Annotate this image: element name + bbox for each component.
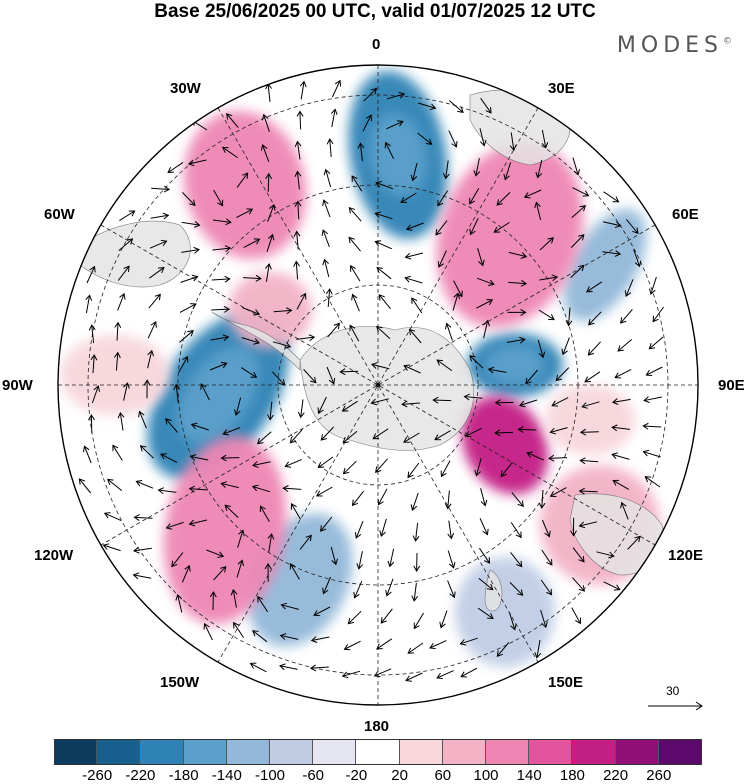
longitude-label-120e: 120E bbox=[668, 547, 703, 564]
colorbar-tick-label: 140 bbox=[517, 767, 542, 784]
south-pole-marker bbox=[376, 383, 380, 387]
colorbar-tick-label: -260 bbox=[82, 767, 112, 784]
reference-vector-arrow bbox=[646, 684, 704, 714]
colorbar-bin-7 bbox=[356, 739, 399, 765]
colorbar-tick-label: 220 bbox=[603, 767, 628, 784]
colorbar-bin-0 bbox=[54, 739, 97, 765]
colorbar-bin-11 bbox=[529, 739, 572, 765]
colorbar-tick-label: -140 bbox=[212, 767, 242, 784]
colorbar-bin-1 bbox=[97, 739, 140, 765]
longitude-label-150w: 150W bbox=[160, 674, 199, 691]
longitude-label-30e: 30E bbox=[548, 80, 575, 97]
polar-stereographic-map bbox=[0, 0, 750, 740]
longitude-label-0: 0 bbox=[372, 36, 380, 53]
colorbar-bin-5 bbox=[270, 739, 313, 765]
colorbar-bin-12 bbox=[572, 739, 615, 765]
colorbar-bin-9 bbox=[443, 739, 486, 765]
colorbar-bin-2 bbox=[140, 739, 183, 765]
colorbar-tick-label: -20 bbox=[346, 767, 368, 784]
colorbar-tick-label: -60 bbox=[302, 767, 324, 784]
colorbar-tick-label: 180 bbox=[560, 767, 585, 784]
longitude-label-120w: 120W bbox=[34, 547, 73, 564]
colorbar-bin-6 bbox=[313, 739, 356, 765]
positive-anomaly-area bbox=[60, 335, 170, 415]
colorbar bbox=[54, 739, 702, 765]
colorbar-bin-3 bbox=[184, 739, 227, 765]
colorbar-tick-label: 60 bbox=[434, 767, 451, 784]
colorbar-bin-10 bbox=[486, 739, 529, 765]
colorbar-bin-4 bbox=[227, 739, 270, 765]
colorbar-tick-label: -100 bbox=[255, 767, 285, 784]
colorbar-tick-label: -220 bbox=[125, 767, 155, 784]
longitude-label-30w: 30W bbox=[170, 80, 201, 97]
negative-anomaly-area bbox=[455, 557, 555, 667]
colorbar-tick-label: -180 bbox=[169, 767, 199, 784]
colorbar-bin-8 bbox=[400, 739, 443, 765]
reference-vector: 30 bbox=[646, 684, 704, 714]
positive-anomaly-area bbox=[545, 385, 635, 455]
negative-anomaly-area bbox=[485, 345, 545, 385]
longitude-label-90w: 90W bbox=[2, 377, 33, 394]
colorbar-bin-14 bbox=[659, 739, 702, 765]
colorbar-bin-13 bbox=[616, 739, 659, 765]
colorbar-tick-label: 100 bbox=[473, 767, 498, 784]
longitude-label-180: 180 bbox=[364, 718, 389, 735]
colorbar-tick-label: 260 bbox=[646, 767, 671, 784]
colorbar-tick-label: 20 bbox=[391, 767, 408, 784]
longitude-label-150e: 150E bbox=[548, 674, 583, 691]
longitude-label-60w: 60W bbox=[44, 206, 75, 223]
longitude-label-90e: 90E bbox=[718, 377, 745, 394]
longitude-label-60e: 60E bbox=[672, 206, 699, 223]
